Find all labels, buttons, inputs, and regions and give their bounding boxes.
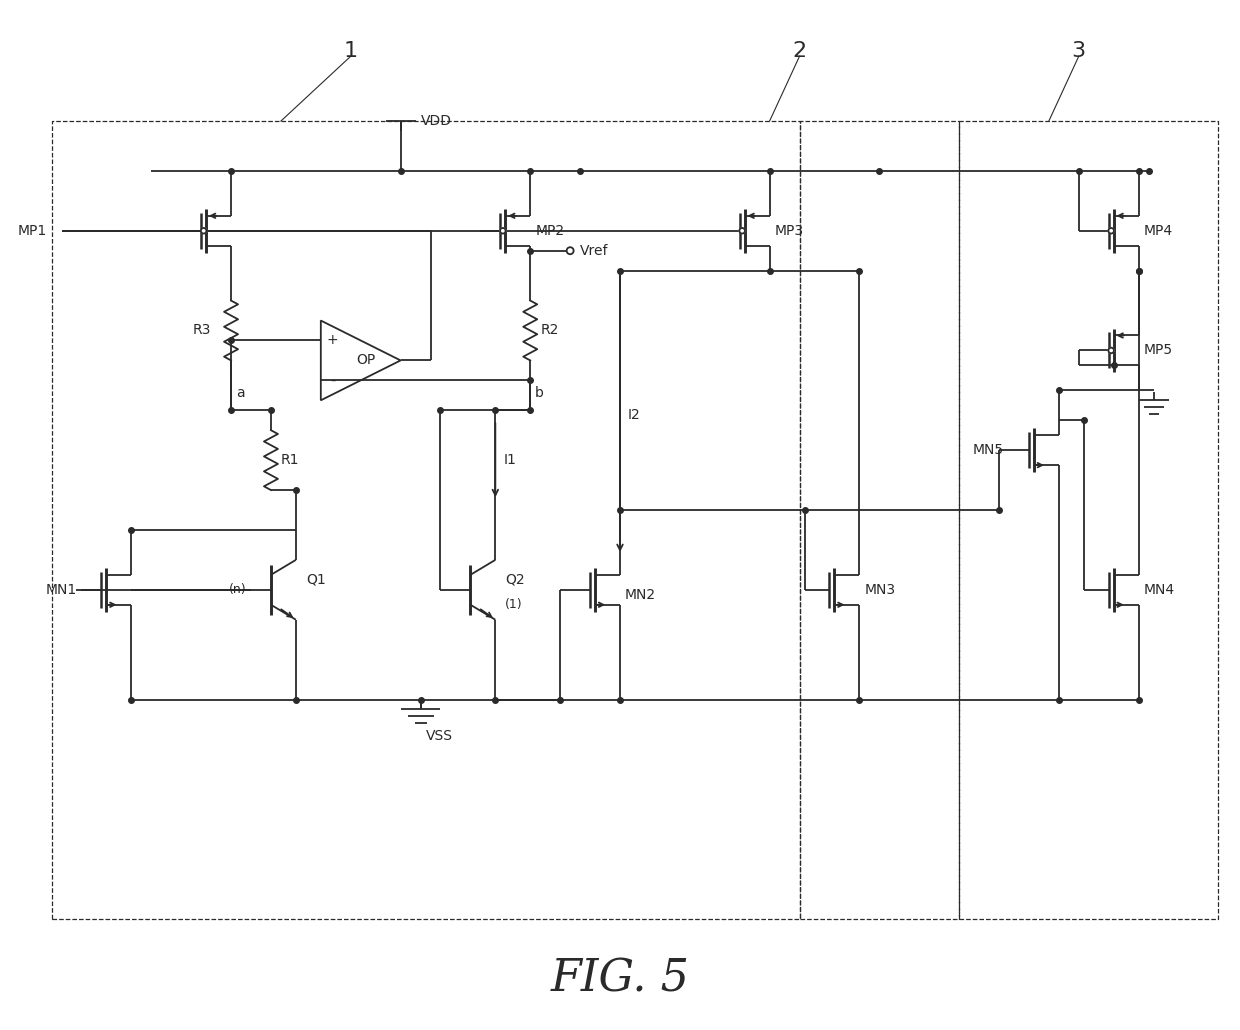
Text: Q1: Q1: [306, 573, 326, 587]
Text: FIG. 5: FIG. 5: [551, 957, 689, 1000]
Text: b: b: [536, 386, 544, 401]
Circle shape: [739, 228, 745, 234]
Text: MP1: MP1: [17, 224, 47, 238]
Circle shape: [1109, 228, 1114, 234]
Circle shape: [567, 247, 574, 254]
Text: R1: R1: [281, 453, 299, 468]
Text: MN5: MN5: [973, 443, 1004, 457]
Text: MN1: MN1: [45, 583, 77, 596]
Text: a: a: [236, 386, 244, 401]
Text: MN4: MN4: [1143, 583, 1174, 596]
Text: VDD: VDD: [420, 114, 451, 128]
Text: MP2: MP2: [536, 224, 564, 238]
Text: VSS: VSS: [425, 729, 453, 744]
Text: Vref: Vref: [580, 244, 609, 258]
Text: -: -: [330, 373, 336, 388]
Text: 2: 2: [792, 41, 806, 61]
Text: (n): (n): [228, 583, 246, 596]
Text: OP: OP: [356, 353, 376, 368]
Text: MN3: MN3: [864, 583, 895, 596]
Text: I1: I1: [503, 453, 516, 468]
Text: Q2: Q2: [506, 573, 525, 587]
Text: MP5: MP5: [1143, 343, 1173, 357]
Text: (1): (1): [506, 598, 523, 611]
Text: MN2: MN2: [625, 588, 656, 602]
Circle shape: [1109, 348, 1114, 353]
Text: MP4: MP4: [1143, 224, 1173, 238]
Text: R2: R2: [541, 323, 558, 338]
Circle shape: [500, 228, 506, 234]
Text: I2: I2: [627, 408, 641, 422]
Text: 3: 3: [1071, 41, 1086, 61]
Text: R3: R3: [192, 323, 211, 338]
Text: MP3: MP3: [775, 224, 804, 238]
Text: +: +: [327, 334, 339, 347]
Text: 1: 1: [343, 41, 358, 61]
Circle shape: [201, 228, 206, 234]
